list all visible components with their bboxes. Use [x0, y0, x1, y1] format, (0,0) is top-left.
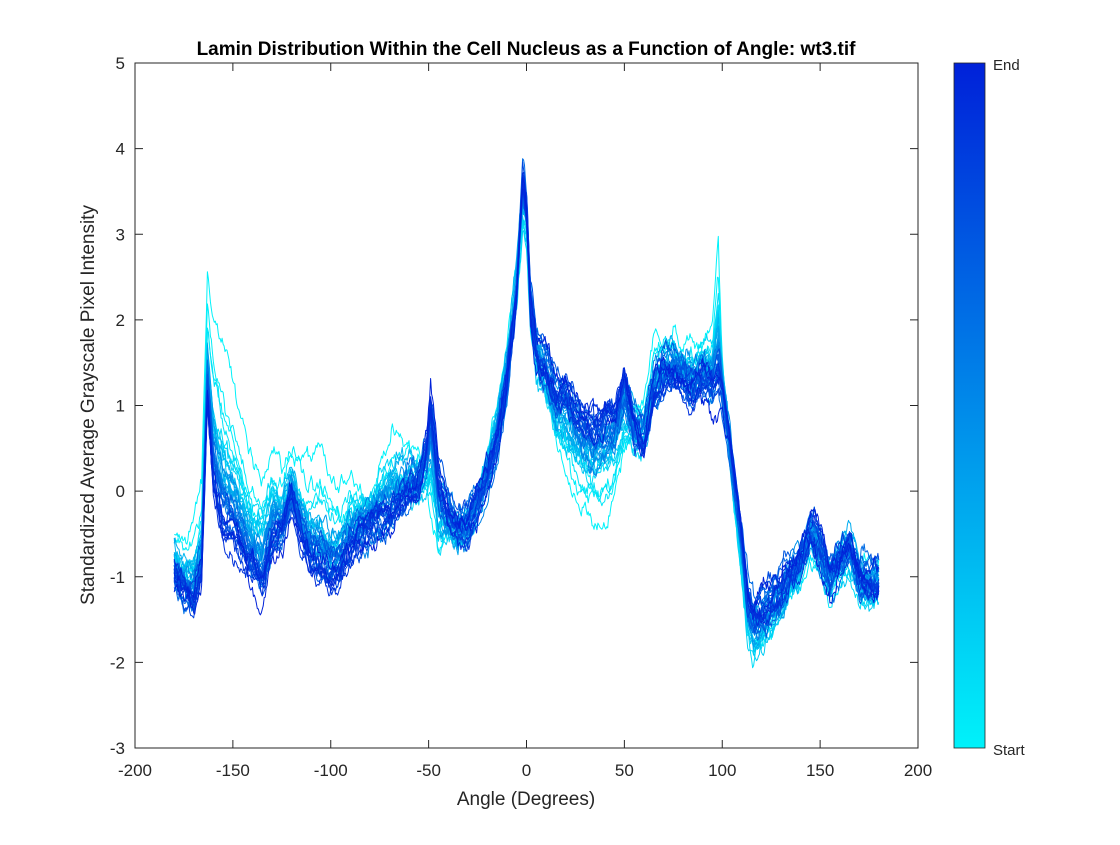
series-line — [173, 199, 880, 636]
series-line — [173, 194, 880, 634]
colorbar-top-label: End — [993, 57, 1020, 74]
x-tick-label: 200 — [904, 761, 932, 780]
series-layer — [173, 158, 880, 669]
y-tick-label: 1 — [116, 397, 125, 416]
x-tick-label: 100 — [708, 761, 736, 780]
series-line — [173, 204, 880, 632]
x-tick-label: 150 — [806, 761, 834, 780]
chart-title: Lamin Distribution Within the Cell Nucle… — [197, 39, 857, 60]
y-tick-label: -2 — [110, 653, 125, 672]
x-tick-label: -50 — [416, 761, 441, 780]
colorbar-bottom-label: Start — [993, 742, 1026, 759]
x-tick-label: 0 — [522, 761, 531, 780]
y-axis-label: Standardized Average Grayscale Pixel Int… — [78, 205, 99, 605]
colorbar — [953, 62, 986, 749]
y-tick-label: 4 — [116, 140, 125, 159]
y-tick-label: 3 — [116, 225, 125, 244]
series-line — [173, 210, 880, 638]
plot-frame — [134, 62, 919, 749]
x-tick-label: -100 — [314, 761, 348, 780]
series-line — [173, 190, 880, 643]
series-line — [173, 191, 880, 641]
y-tick-label: 5 — [116, 54, 125, 73]
y-tick-label: -3 — [110, 739, 125, 758]
x-tick-label: -150 — [216, 761, 250, 780]
y-tick-label: -1 — [110, 568, 125, 587]
tick-layer: -200 -150 -100 -50 0 50 100 150 200 -3 -2 -1 0 1 2 3 4 5 — [110, 54, 932, 780]
y-tick-label: 0 — [116, 482, 125, 501]
x-tick-label: -200 — [118, 761, 152, 780]
y-tick-label: 2 — [116, 311, 125, 330]
x-axis-label: Angle (Degrees) — [457, 789, 595, 810]
series-line — [173, 177, 880, 616]
x-tick-label: 50 — [615, 761, 634, 780]
